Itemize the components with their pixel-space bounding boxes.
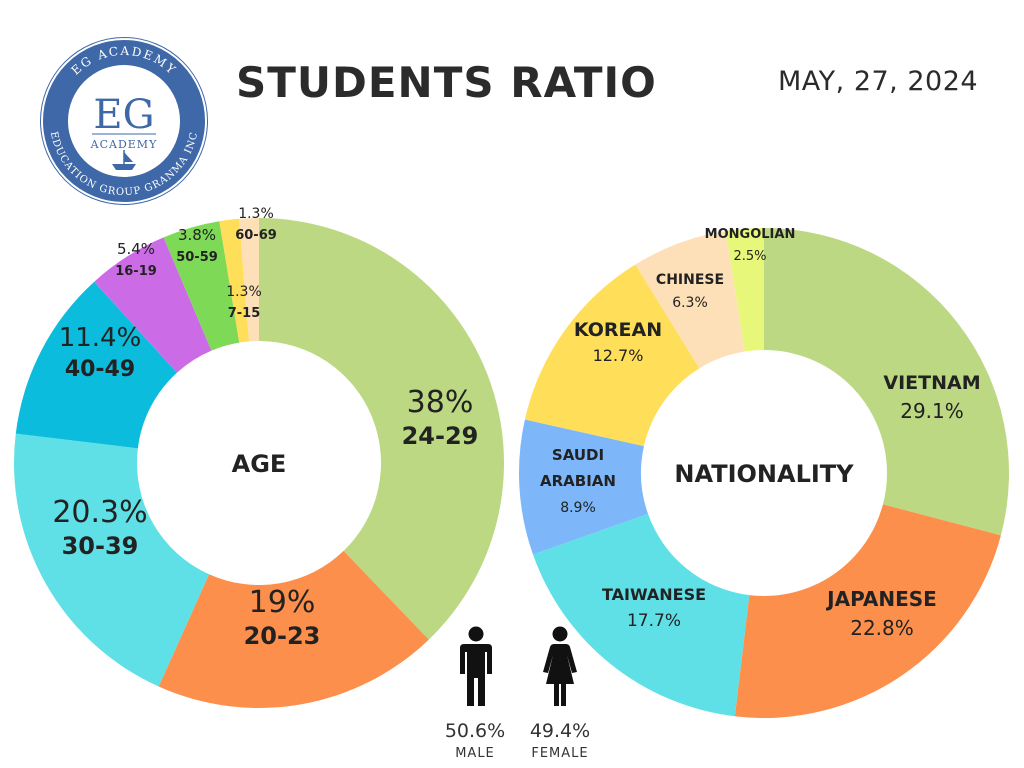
value-label-korean: 12.7% <box>593 346 644 365</box>
value-label-50-59: 3.8% <box>178 226 216 244</box>
slice-japanese <box>734 504 1001 718</box>
slice-saudi-arabian <box>518 419 649 555</box>
value-label-mongolian: 2.5% <box>733 249 766 264</box>
category-label-saudi-arabian-2: ARABIAN <box>540 472 616 490</box>
slice-chinese <box>635 231 745 369</box>
academy-logo: EG ACADEMY EDUCATION GROUP GRANMA INC EG… <box>40 37 208 205</box>
value-label-taiwanese: 17.7% <box>627 611 681 631</box>
value-label-japanese: 22.8% <box>850 616 914 640</box>
category-label-korean: KOREAN <box>574 319 662 341</box>
slice-korean <box>524 264 700 447</box>
value-label-40-49: 11.4% <box>59 323 142 353</box>
slice-24-29 <box>259 218 504 640</box>
slice-taiwanese <box>532 513 750 717</box>
value-label-saudi-arabian: 8.9% <box>560 500 596 516</box>
slice-30-39 <box>13 433 210 687</box>
value-label-16-19: 5.4% <box>117 240 155 258</box>
page-title: STUDENTS RATIO <box>236 58 657 107</box>
slice-vietnam <box>764 228 1009 536</box>
category-label-30-39: 30-39 <box>62 532 139 560</box>
slice-7-15 <box>219 218 250 343</box>
category-label-20-23: 20-23 <box>244 622 321 650</box>
value-label-7-15: 1.3% <box>226 284 262 300</box>
category-label-saudi-arabian-1: SAUDI <box>552 446 604 464</box>
category-label-chinese: CHINESE <box>656 272 724 288</box>
value-label-chinese: 6.3% <box>672 295 708 311</box>
male-percent: 50.6% <box>444 720 506 742</box>
category-label-taiwanese: TAIWANESE <box>602 585 706 604</box>
value-label-30-39: 20.3% <box>52 495 147 530</box>
male-icon <box>460 626 492 706</box>
female-icon <box>543 626 577 706</box>
female-percent: 49.4% <box>529 720 591 742</box>
category-label-60-69: 60-69 <box>235 228 277 243</box>
logo-sub-text: ACADEMY <box>90 138 158 151</box>
report-date: MAY, 27, 2024 <box>778 66 979 97</box>
slice-20-23 <box>158 550 429 708</box>
value-label-vietnam: 29.1% <box>900 399 964 423</box>
slice-40-49 <box>15 281 177 449</box>
category-label-50-59: 50-59 <box>176 250 218 265</box>
category-label-japanese: JAPANESE <box>825 587 937 611</box>
slice-60-69 <box>239 218 259 342</box>
age-center-label: AGE <box>232 450 287 478</box>
category-label-mongolian: MONGOLIAN <box>705 227 796 242</box>
ship-icon <box>112 164 136 170</box>
category-label-vietnam: VIETNAM <box>883 372 980 394</box>
category-label-7-15: 7-15 <box>228 306 261 321</box>
category-label-24-29: 24-29 <box>402 422 479 450</box>
slice-16-19 <box>94 237 212 373</box>
category-label-16-19: 16-19 <box>115 264 157 279</box>
slice-mongolian <box>725 228 764 352</box>
male-label: MALE <box>455 746 495 761</box>
category-label-40-49: 40-49 <box>65 357 135 382</box>
slice-50-59 <box>163 221 240 351</box>
nationality-center-label: NATIONALITY <box>674 460 854 488</box>
logo-monogram: EG <box>93 92 154 138</box>
value-label-20-23: 19% <box>249 585 316 620</box>
value-label-60-69: 1.3% <box>238 206 274 222</box>
female-label: FEMALE <box>531 746 589 761</box>
value-label-24-29: 38% <box>407 385 474 420</box>
